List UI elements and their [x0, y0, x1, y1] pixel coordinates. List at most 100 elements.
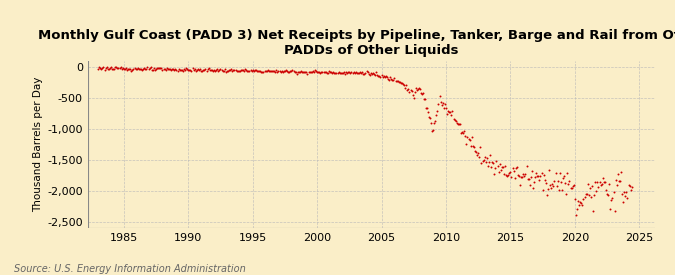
Point	[357, 70, 368, 75]
Point	[610, 177, 621, 182]
Point	[616, 169, 626, 174]
Point	[560, 181, 570, 185]
Point	[392, 79, 402, 83]
Point	[258, 70, 269, 74]
Point	[254, 68, 265, 73]
Point	[508, 169, 519, 174]
Point	[567, 184, 578, 189]
Point	[505, 169, 516, 174]
Point	[470, 148, 481, 153]
Point	[197, 69, 208, 73]
Point	[288, 68, 299, 73]
Point	[340, 72, 350, 76]
Point	[378, 74, 389, 78]
Point	[198, 67, 209, 72]
Point	[187, 66, 198, 70]
Point	[301, 69, 312, 74]
Point	[154, 65, 165, 70]
Point	[435, 100, 446, 104]
Point	[597, 175, 608, 180]
Point	[178, 68, 188, 73]
Point	[503, 173, 514, 177]
Point	[109, 66, 119, 71]
Point	[199, 68, 210, 72]
Point	[612, 172, 623, 176]
Point	[483, 160, 494, 164]
Point	[278, 69, 289, 73]
Point	[141, 67, 152, 71]
Point	[558, 176, 568, 180]
Point	[96, 67, 107, 71]
Point	[336, 71, 347, 76]
Point	[294, 70, 304, 75]
Point	[589, 192, 599, 197]
Point	[176, 67, 186, 72]
Point	[127, 68, 138, 72]
Point	[399, 83, 410, 88]
Point	[470, 150, 481, 155]
Point	[136, 67, 146, 72]
Point	[624, 183, 635, 188]
Point	[491, 158, 502, 163]
Point	[114, 66, 125, 70]
Point	[304, 70, 315, 74]
Point	[490, 166, 501, 170]
Point	[458, 131, 468, 135]
Point	[554, 188, 564, 192]
Point	[167, 67, 178, 72]
Point	[138, 67, 148, 71]
Point	[107, 67, 117, 71]
Point	[283, 70, 294, 74]
Point	[578, 197, 589, 202]
Point	[548, 184, 559, 188]
Point	[512, 164, 522, 169]
Point	[460, 134, 470, 139]
Point	[274, 69, 285, 74]
Point	[601, 192, 612, 197]
Point	[572, 199, 583, 204]
Point	[545, 183, 556, 187]
Point	[125, 67, 136, 71]
Point	[406, 89, 417, 93]
Point	[286, 69, 297, 74]
Point	[325, 69, 335, 74]
Point	[434, 94, 445, 98]
Point	[605, 207, 616, 212]
Point	[142, 65, 153, 69]
Point	[150, 67, 161, 72]
Point	[387, 78, 398, 82]
Point	[496, 164, 507, 169]
Point	[594, 180, 605, 184]
Point	[568, 183, 579, 187]
Point	[609, 209, 620, 213]
Point	[400, 86, 410, 90]
Point	[312, 70, 323, 74]
Point	[520, 172, 531, 176]
Point	[256, 70, 267, 74]
Point	[277, 70, 288, 74]
Point	[97, 66, 108, 71]
Point	[396, 81, 407, 85]
Point	[343, 70, 354, 75]
Point	[108, 66, 119, 71]
Point	[521, 164, 532, 169]
Point	[117, 65, 128, 70]
Point	[579, 195, 590, 199]
Point	[245, 68, 256, 72]
Point	[476, 161, 487, 165]
Point	[342, 70, 352, 75]
Point	[216, 68, 227, 72]
Point	[583, 182, 593, 186]
Point	[541, 193, 552, 197]
Point	[546, 186, 557, 190]
Point	[623, 183, 634, 187]
Point	[524, 182, 535, 187]
Point	[328, 70, 339, 75]
Point	[550, 170, 561, 175]
Point	[143, 66, 154, 71]
Point	[454, 122, 464, 127]
Point	[285, 69, 296, 74]
Point	[412, 87, 423, 92]
Point	[100, 66, 111, 71]
Point	[227, 68, 238, 73]
